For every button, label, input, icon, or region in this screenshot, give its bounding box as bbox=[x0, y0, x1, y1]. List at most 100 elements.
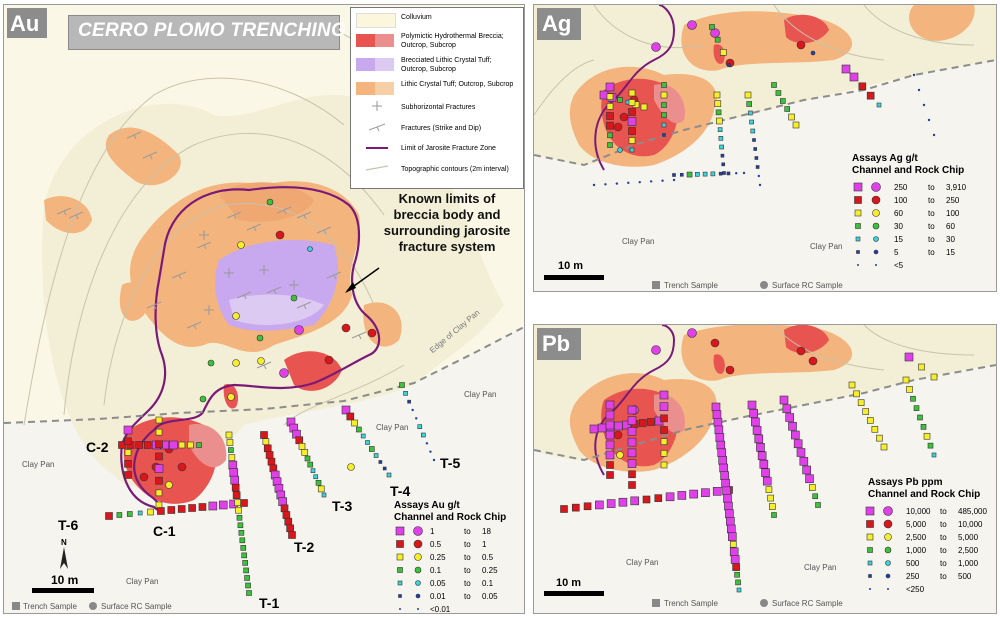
assay-legend-title: Assays Au g/t Channel and Rock Chip bbox=[394, 500, 506, 524]
trench-sample-icon bbox=[652, 599, 660, 607]
rc-sample bbox=[294, 325, 304, 335]
legend-range-from: 500 bbox=[906, 559, 920, 568]
legend-trench-symbol bbox=[853, 182, 863, 192]
trench-sample bbox=[679, 172, 684, 177]
clay-pan-label: Clay Pan bbox=[804, 563, 837, 572]
trench-sample bbox=[913, 405, 920, 411]
trench-sample bbox=[231, 483, 240, 492]
trench-sample bbox=[341, 405, 351, 415]
trench-sample bbox=[712, 487, 722, 496]
trench-sample bbox=[727, 532, 737, 541]
sample-point bbox=[432, 458, 436, 462]
trench-sample bbox=[346, 412, 355, 421]
trench-sample bbox=[702, 171, 708, 177]
trench-sample bbox=[677, 491, 687, 500]
trench-sample bbox=[265, 451, 274, 459]
trench-sample bbox=[155, 416, 163, 424]
legend-trench-symbol bbox=[868, 574, 872, 578]
trench-sample bbox=[228, 454, 236, 461]
assay-legend-row: 100 to 250 bbox=[894, 195, 994, 206]
trench-sample bbox=[196, 442, 202, 448]
trench-sample bbox=[876, 102, 882, 108]
trench-sample bbox=[716, 117, 723, 125]
legend-range-from: 2,500 bbox=[906, 533, 927, 542]
clay-pan-edge bbox=[534, 364, 996, 462]
legend-range-from: <5 bbox=[894, 261, 904, 270]
legend-rc-symbol bbox=[884, 533, 892, 541]
trench-sample bbox=[606, 461, 614, 469]
fracture-tick bbox=[263, 364, 267, 370]
legend-rc-symbol bbox=[413, 526, 423, 536]
fracture-tick bbox=[283, 209, 287, 215]
clay-pan-area bbox=[534, 365, 996, 613]
trench-sample bbox=[628, 481, 636, 489]
legend-range-upper: 1 bbox=[482, 540, 487, 549]
map-title: CERRO PLOMO TRENCHING bbox=[78, 20, 347, 41]
trench-sample bbox=[589, 424, 599, 434]
rc-sample bbox=[710, 28, 720, 38]
legend-rc-symbol bbox=[873, 236, 879, 242]
trench-sample bbox=[660, 426, 668, 434]
sample-point bbox=[415, 417, 418, 420]
trench-sample bbox=[208, 501, 218, 511]
trench-sample bbox=[177, 505, 186, 513]
trench-sample bbox=[246, 590, 252, 596]
legend-jarosite-limit: Limit of Jarosite Fracture Zone bbox=[401, 145, 496, 152]
trench-sample bbox=[791, 430, 800, 440]
legend-range-to: to bbox=[940, 533, 947, 542]
trench-sample bbox=[792, 121, 800, 129]
trench-sample bbox=[756, 443, 765, 452]
fracture-tick bbox=[303, 304, 307, 310]
legend-range-from: 0.25 bbox=[430, 553, 446, 562]
trench-sample bbox=[386, 472, 392, 478]
trench-sample bbox=[627, 117, 637, 126]
trench-sample bbox=[235, 506, 242, 514]
trench-sample bbox=[712, 410, 722, 419]
trench-sample bbox=[784, 106, 790, 112]
trench-sample bbox=[729, 540, 737, 548]
legend-symbols bbox=[365, 101, 389, 171]
fracture-tick bbox=[323, 229, 327, 235]
legend-rc-symbol bbox=[883, 506, 893, 516]
trench-sample bbox=[721, 162, 726, 167]
sample-point bbox=[735, 172, 738, 175]
fracture-tick bbox=[233, 214, 237, 220]
tuff-patch bbox=[44, 196, 92, 234]
rc-sample bbox=[347, 463, 355, 471]
trench-sample bbox=[417, 424, 423, 429]
trench-sample bbox=[906, 386, 913, 393]
trench-sample bbox=[155, 476, 163, 485]
trench-sample bbox=[368, 446, 375, 452]
trench-sample bbox=[187, 441, 194, 449]
panel-label-pb bbox=[537, 328, 581, 360]
legend-range-upper: 485,000 bbox=[958, 507, 987, 516]
trench-sample bbox=[815, 502, 821, 508]
trench-sample bbox=[628, 89, 636, 97]
legend-range-to: to bbox=[464, 553, 471, 562]
trench-sample bbox=[242, 560, 248, 566]
trench-sample bbox=[726, 517, 735, 526]
rc-sample bbox=[710, 338, 720, 348]
assay-legend-row: 250 to 500 bbox=[906, 571, 996, 582]
trench-sample bbox=[606, 121, 614, 130]
trench-sample bbox=[226, 439, 234, 446]
trench-sample bbox=[628, 99, 636, 106]
legend-range-from: <0.01 bbox=[430, 605, 451, 614]
trench-sample bbox=[727, 524, 736, 534]
assay-legend-title: Assays Pb ppm Channel and Rock Chip bbox=[868, 477, 980, 501]
trench-sample bbox=[719, 463, 728, 473]
trench-sample bbox=[105, 512, 113, 520]
rc-sample bbox=[256, 334, 264, 342]
trench-sample bbox=[719, 144, 724, 150]
trench-sample bbox=[665, 492, 675, 502]
sample-point bbox=[922, 103, 926, 107]
legend-trench-symbol bbox=[395, 526, 405, 536]
trench-sample bbox=[672, 173, 676, 177]
sample-point bbox=[627, 181, 630, 185]
clay-pan-label: Clay Pan bbox=[126, 577, 159, 586]
trench-sample bbox=[752, 426, 762, 435]
pb-map-panel: Pb Clay Pan Clay Pan Assays Pb ppm Chann… bbox=[533, 324, 997, 614]
sample-points bbox=[105, 198, 436, 596]
rc-sample bbox=[257, 357, 265, 365]
legend-subhorizontal-fractures: Subhorizontal Fractures bbox=[401, 104, 476, 111]
